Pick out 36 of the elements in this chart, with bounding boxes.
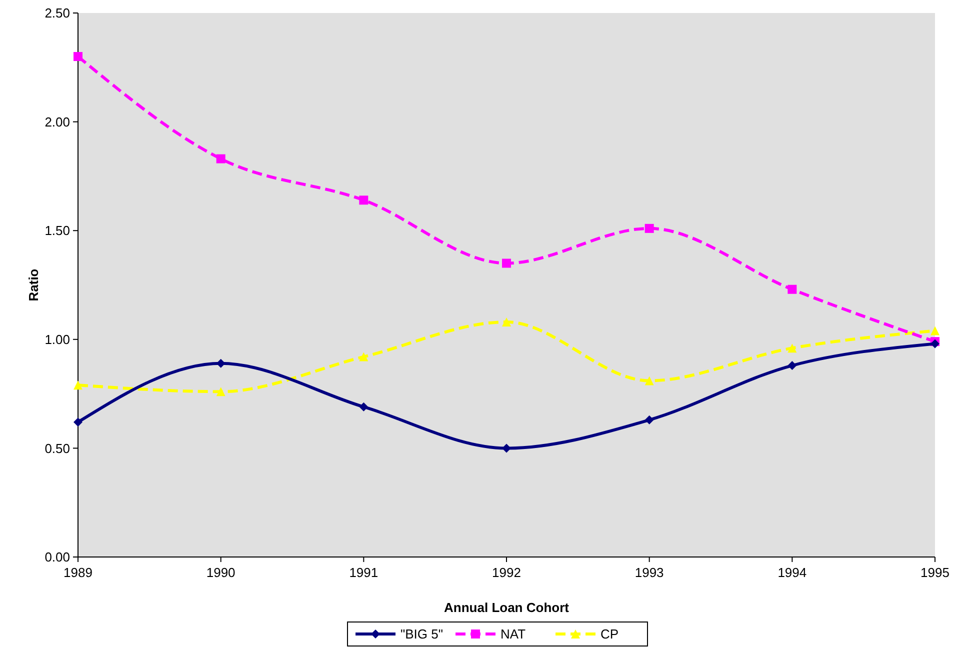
y-tick-label: 0.00 — [44, 550, 70, 565]
x-tick-label: 1991 — [349, 565, 378, 580]
point — [930, 326, 940, 336]
point — [788, 361, 797, 370]
point — [359, 402, 368, 412]
point — [74, 380, 82, 390]
point — [216, 154, 226, 164]
y-axis-title: Ratio — [26, 268, 41, 302]
point — [502, 317, 511, 326]
point — [502, 258, 511, 268]
y-tick-label: 0.50 — [44, 440, 70, 456]
x-axis-title: Annual Loan Cohort — [444, 600, 570, 615]
point — [788, 344, 797, 353]
point — [644, 415, 654, 424]
y-tick-label: 1.50 — [44, 223, 70, 238]
point — [359, 352, 368, 362]
point — [74, 52, 82, 62]
legend-label: CP — [600, 626, 619, 642]
x-tick-label: 1992 — [492, 565, 521, 580]
legend-label: "BIG 5" — [400, 626, 444, 642]
point — [216, 387, 226, 396]
y-tick-label: 1.00 — [44, 332, 70, 347]
legend-label: NAT — [500, 626, 526, 642]
point — [74, 418, 82, 427]
x-tick-label: 1989 — [64, 565, 92, 580]
x-tick-label: 1995 — [920, 565, 950, 580]
x-tick-label: 1993 — [634, 565, 664, 580]
x-tick-label: 1994 — [778, 565, 807, 580]
point — [644, 224, 654, 233]
x-tick-label: 1990 — [206, 565, 236, 580]
y-tick-label: 2.00 — [44, 114, 70, 130]
point — [359, 196, 368, 205]
y-tick-label: 2.50 — [44, 6, 70, 21]
point — [788, 284, 797, 294]
point — [644, 376, 654, 386]
point — [502, 444, 511, 453]
